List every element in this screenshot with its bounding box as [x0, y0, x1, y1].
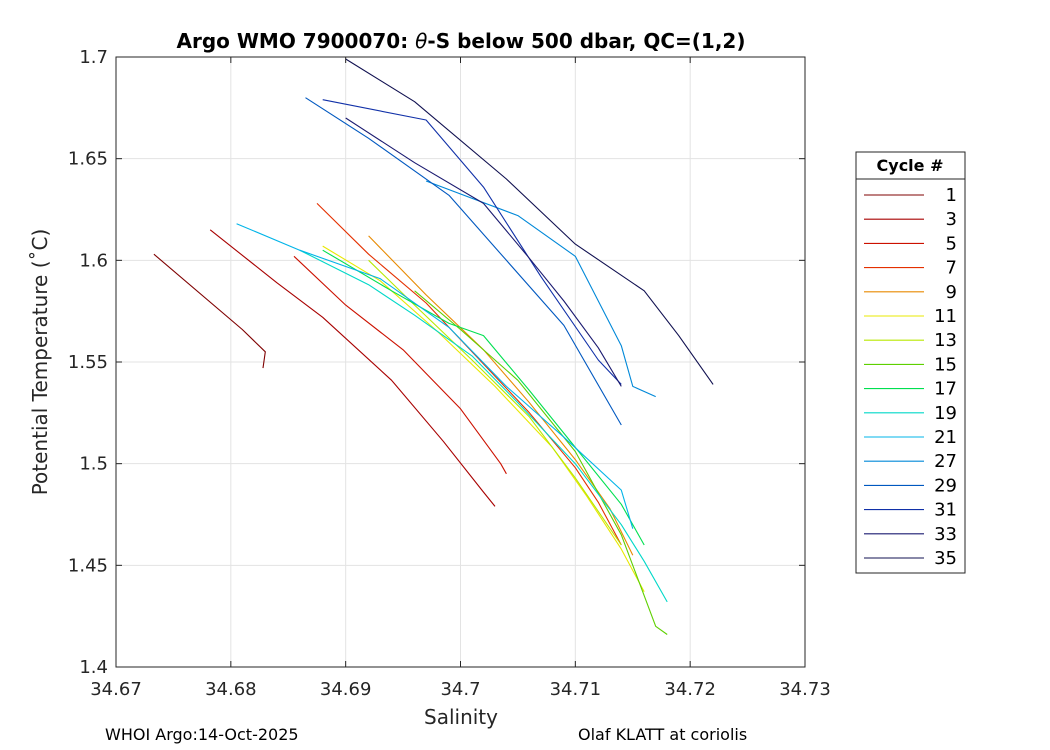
- legend-label-cycle-1: 1: [946, 185, 957, 206]
- series-line-cycle-7: [316, 203, 622, 546]
- x-tick-label: 34.72: [664, 679, 716, 700]
- legend-label-cycle-35: 35: [934, 548, 957, 569]
- series-line-cycle-33: [345, 117, 622, 387]
- x-tick-label: 34.73: [779, 679, 831, 700]
- series-line-cycle-29: [305, 97, 622, 426]
- legend-label-cycle-7: 7: [946, 258, 957, 279]
- series-line-cycle-1: [153, 253, 266, 369]
- title-theta-symbol: θ: [415, 29, 427, 53]
- series-line-cycle-5: [293, 255, 507, 475]
- y-axis-label: Potential Temperature (˚C): [28, 229, 52, 496]
- legend-label-cycle-17: 17: [934, 379, 957, 400]
- series-line-cycle-9: [368, 235, 634, 556]
- series-line-cycle-21: [236, 223, 634, 529]
- legend-label-cycle-31: 31: [934, 500, 957, 521]
- legend-label-cycle-3: 3: [946, 209, 957, 230]
- y-tick-label: 1.65: [68, 149, 108, 170]
- title-part-2: -S below 500 dbar, QC=(1,2): [427, 29, 745, 53]
- series-line-cycle-15: [414, 290, 668, 635]
- series-line-cycle-19: [299, 249, 668, 603]
- x-tick-label: 34.67: [90, 679, 142, 700]
- x-tick-labels: 34.67 34.68 34.69 34.7 34.71 34.72 34.73: [90, 679, 831, 700]
- chart-title: Argo WMO 7900070: θ-S below 500 dbar, QC…: [177, 29, 746, 53]
- title-part-1: Argo WMO 7900070:: [177, 29, 416, 53]
- y-tick-label: 1.4: [79, 657, 108, 678]
- footer-left: WHOI Argo:14-Oct-2025: [105, 725, 299, 744]
- footer-right: Olaf KLATT at coriolis: [578, 725, 748, 744]
- series-line-cycle-27: [425, 180, 656, 398]
- y-tick-label: 1.6: [79, 250, 108, 271]
- legend-label-cycle-11: 11: [934, 306, 957, 327]
- axis-ticks: [115, 56, 806, 668]
- legend-label-cycle-19: 19: [934, 403, 957, 424]
- x-tick-label: 34.68: [205, 679, 257, 700]
- series-line-cycle-17: [322, 249, 645, 546]
- legend-box: [855, 151, 966, 574]
- series-line-cycle-3: [209, 229, 496, 507]
- y-tick-labels: 1.4 1.45 1.5 1.55 1.6 1.65 1.7: [68, 47, 108, 678]
- series-layer: [153, 58, 714, 635]
- series-line-cycle-35: [345, 58, 714, 385]
- legend-label-cycle-13: 13: [934, 330, 957, 351]
- legend-label-cycle-33: 33: [934, 524, 957, 545]
- x-tick-label: 34.7: [440, 679, 480, 700]
- x-tick-label: 34.71: [550, 679, 602, 700]
- x-tick-label: 34.69: [320, 679, 372, 700]
- legend-label-cycle-5: 5: [946, 233, 957, 254]
- y-tick-label: 1.7: [79, 47, 108, 68]
- series-line-cycle-31: [322, 99, 622, 385]
- x-axis-label: Salinity: [424, 705, 498, 729]
- y-tick-label: 1.55: [68, 352, 108, 373]
- legend-label-cycle-15: 15: [934, 354, 957, 375]
- legend-title: Cycle #: [877, 156, 944, 175]
- y-tick-label: 1.45: [68, 555, 108, 576]
- legend-label-cycle-21: 21: [934, 427, 957, 448]
- y-tick-label: 1.5: [79, 454, 108, 475]
- legend-label-cycle-27: 27: [934, 451, 957, 472]
- legend-label-cycle-29: 29: [934, 475, 957, 496]
- legend-label-cycle-9: 9: [946, 282, 957, 303]
